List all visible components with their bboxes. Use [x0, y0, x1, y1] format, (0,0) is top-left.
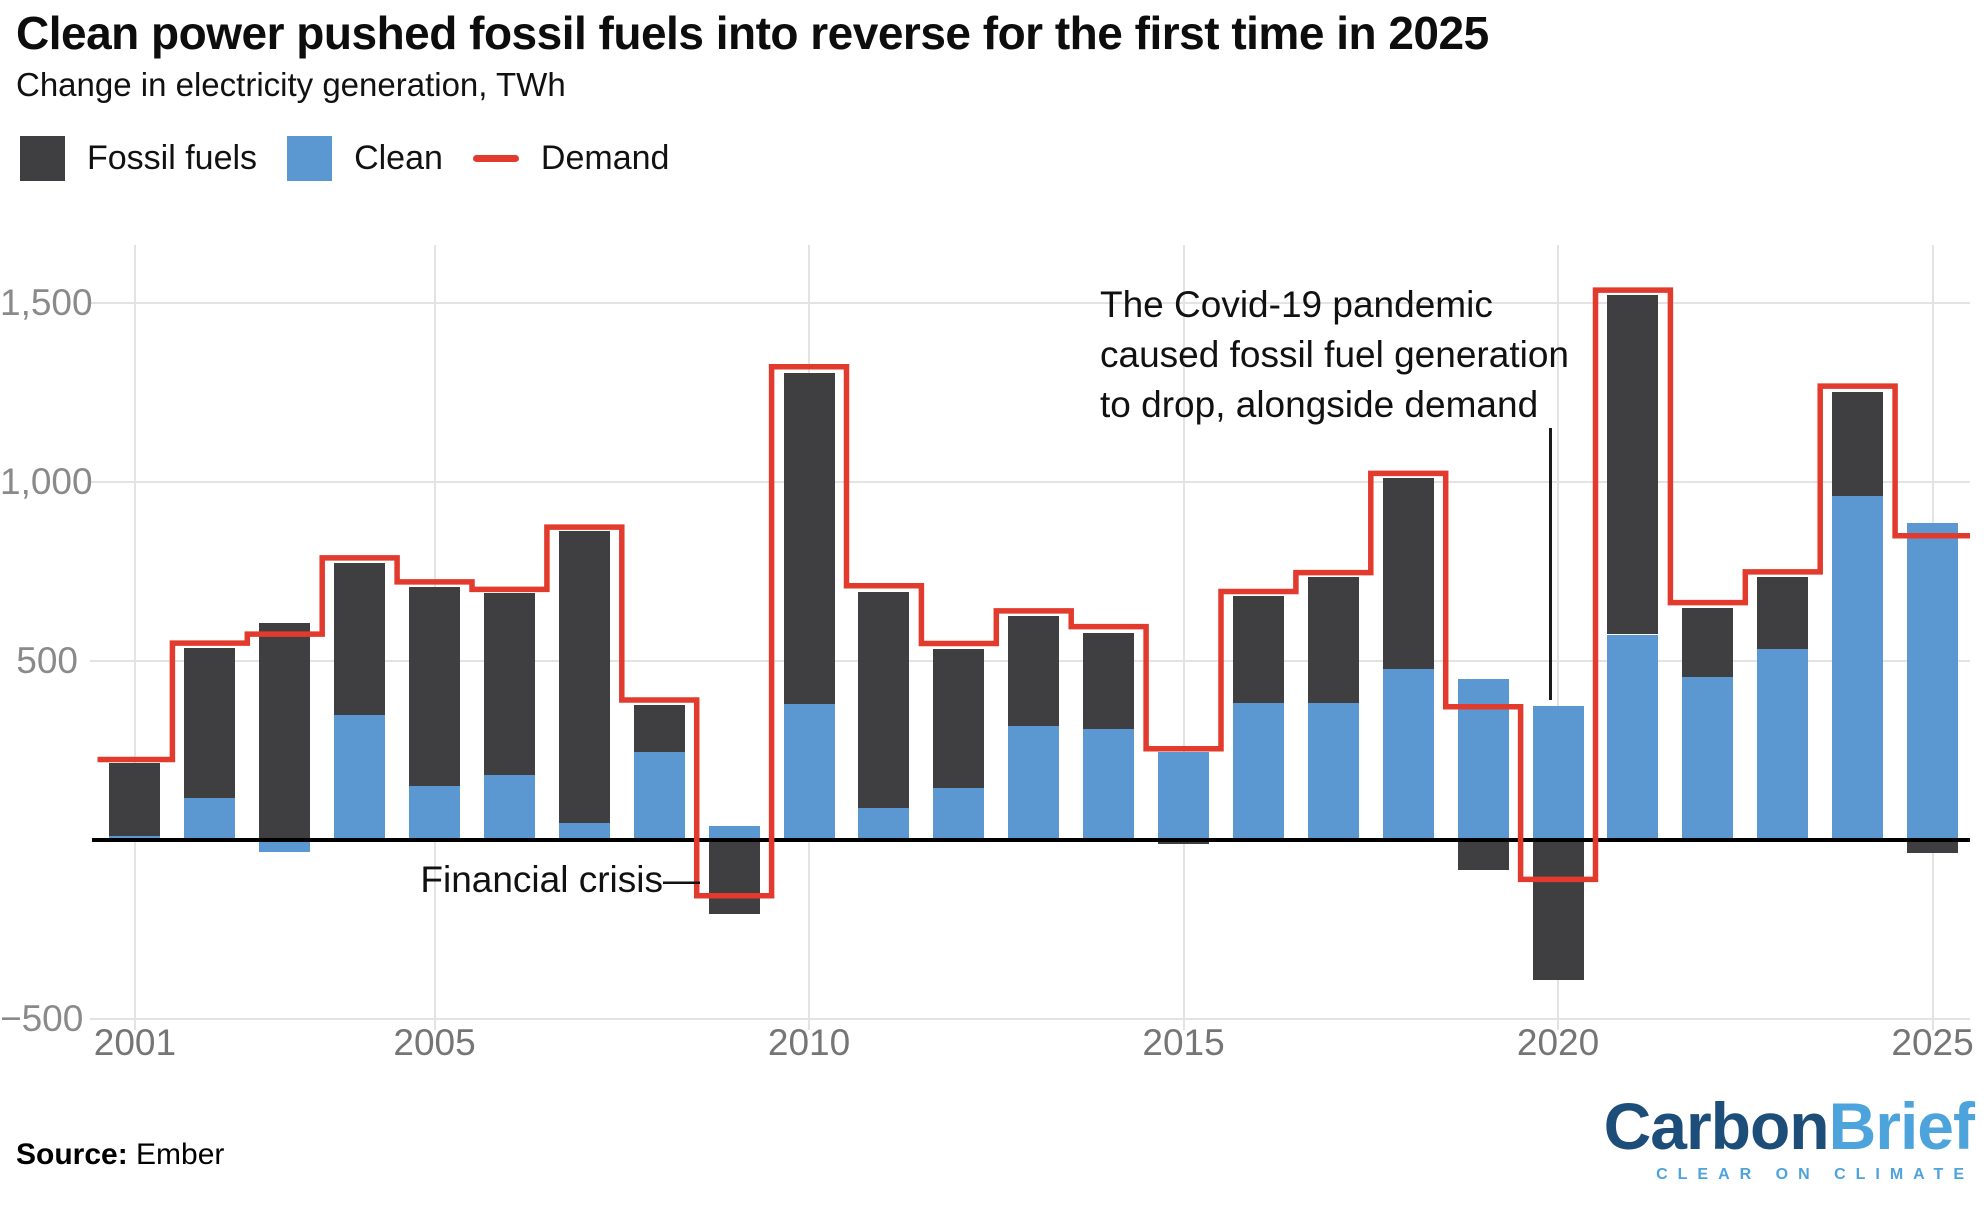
bar-fossil-2010 — [783, 372, 835, 705]
bar-fossil-2019 — [1457, 840, 1509, 871]
covid-annotation-line2: caused fossil fuel generation — [1100, 334, 1569, 375]
carbonbrief-logo-text: CarbonBrief — [1604, 1093, 1975, 1159]
bar-clean-2012 — [933, 788, 985, 840]
bar-clean-2011 — [858, 808, 910, 840]
gridline-x-2025 — [1931, 245, 1934, 1030]
bar-clean-2010 — [783, 704, 835, 840]
bar-fossil-2016 — [1232, 595, 1284, 703]
covid-annotation-line3: to drop, alongside demand — [1100, 384, 1539, 425]
financial-crisis-annotation: Financial crisis— — [420, 859, 700, 900]
bar-fossil-2020 — [1532, 840, 1584, 980]
bar-clean-2005 — [409, 785, 461, 840]
x-axis-label-2025: 2025 — [1891, 1022, 1974, 1063]
bar-fossil-2024 — [1832, 391, 1884, 496]
gridline-y-1500 — [90, 302, 1970, 304]
bar-clean-2006 — [483, 774, 535, 840]
bar-clean-2013 — [1008, 725, 1060, 840]
legend-item-demand: Demand — [472, 139, 670, 178]
gridline-x-2001 — [133, 245, 136, 1030]
bar-clean-2018 — [1382, 668, 1434, 840]
y-axis-label--500: −500 — [0, 998, 84, 1039]
legend-demand-label: Demand — [540, 139, 670, 177]
bar-clean-2025 — [1907, 523, 1959, 840]
bar-fossil-2003 — [259, 623, 311, 840]
bar-fossil-2018 — [1382, 478, 1434, 669]
legend-fossil-label: Fossil fuels — [87, 139, 258, 177]
bar-fossil-2009 — [708, 840, 760, 915]
page-subtitle: Change in electricity generation, TWh — [16, 66, 566, 103]
bar-fossil-2011 — [858, 591, 910, 809]
bar-clean-2020 — [1532, 705, 1584, 840]
source-value: Ember — [127, 1138, 225, 1171]
x-axis-label-2001: 2001 — [93, 1022, 177, 1063]
bar-clean-2015 — [1158, 752, 1210, 840]
covid-pointer-line — [1549, 428, 1552, 700]
x-axis-label-2020: 2020 — [1516, 1022, 1600, 1063]
bar-clean-2003 — [259, 840, 311, 853]
bar-fossil-2006 — [483, 592, 535, 775]
x-axis-label-2005: 2005 — [393, 1022, 476, 1063]
bar-clean-2016 — [1232, 702, 1284, 840]
bar-fossil-2007 — [558, 531, 610, 824]
bar-fossil-2023 — [1757, 577, 1809, 650]
bar-clean-2019 — [1457, 678, 1509, 840]
carbonbrief-logo: CarbonBrief CLEAR ON CLIMATE — [1604, 1093, 1975, 1184]
bar-clean-2022 — [1682, 676, 1734, 840]
bar-clean-2008 — [633, 751, 685, 840]
demand-line-icon — [472, 155, 519, 162]
bar-fossil-2012 — [933, 649, 985, 789]
gridline-x-2005 — [433, 245, 436, 1030]
legend-item-clean: Clean — [287, 136, 443, 181]
bar-fossil-2004 — [334, 562, 386, 716]
covid-annotation: The Covid-19 pandemic caused fossil fuel… — [1100, 280, 1569, 430]
clean-swatch-icon — [287, 136, 333, 181]
y-axis-label-1000: 1,000 — [0, 461, 93, 502]
legend-clean-label: Clean — [354, 139, 443, 177]
gridline-y-1000 — [90, 481, 1970, 483]
bar-clean-2014 — [1083, 729, 1135, 840]
logo-brief-text: Brief — [1828, 1089, 1975, 1163]
x-axis-label-2015: 2015 — [1142, 1022, 1225, 1063]
bar-clean-2001 — [109, 836, 161, 840]
bar-fossil-2008 — [633, 705, 685, 752]
bar-fossil-2015 — [1158, 840, 1210, 844]
fossil-swatch-icon — [20, 136, 65, 181]
bar-fossil-2014 — [1083, 632, 1135, 730]
bar-fossil-2022 — [1682, 608, 1734, 677]
logo-carbon-text: Carbon — [1603, 1089, 1830, 1163]
gridline-y--500 — [90, 1018, 1970, 1020]
bar-fossil-2001 — [109, 763, 161, 837]
legend-item-fossil: Fossil fuels — [20, 136, 257, 181]
bar-fossil-2013 — [1008, 615, 1060, 726]
carbonbrief-logo-tagline: CLEAR ON CLIMATE — [1656, 1166, 1974, 1183]
bar-fossil-2021 — [1607, 295, 1659, 635]
source-note: Source: Ember — [16, 1138, 224, 1172]
bar-fossil-2017 — [1307, 577, 1359, 704]
bar-clean-2017 — [1307, 703, 1359, 840]
bar-fossil-2025 — [1907, 840, 1959, 854]
page-title: Clean power pushed fossil fuels into rev… — [16, 7, 1489, 59]
bar-clean-2002 — [184, 798, 236, 840]
bar-clean-2023 — [1757, 649, 1809, 840]
gridline-y-500 — [90, 660, 1970, 662]
y-axis-label-1500: 1,500 — [0, 282, 93, 323]
gridline-x-2010 — [808, 245, 811, 1030]
zero-axis-line — [92, 838, 1970, 842]
x-axis-label-2010: 2010 — [767, 1022, 851, 1063]
covid-annotation-line1: The Covid-19 pandemic — [1100, 284, 1493, 325]
bar-clean-2007 — [558, 823, 610, 840]
y-axis-label-500: 500 — [16, 640, 78, 681]
bar-clean-2009 — [708, 825, 760, 840]
bar-clean-2024 — [1832, 495, 1884, 840]
legend: Fossil fuels Clean Demand — [20, 136, 669, 181]
bar-clean-2004 — [334, 715, 386, 840]
bar-clean-2021 — [1607, 634, 1659, 840]
bar-fossil-2005 — [409, 586, 461, 786]
source-label: Source: — [16, 1138, 128, 1171]
bar-fossil-2002 — [184, 648, 236, 799]
